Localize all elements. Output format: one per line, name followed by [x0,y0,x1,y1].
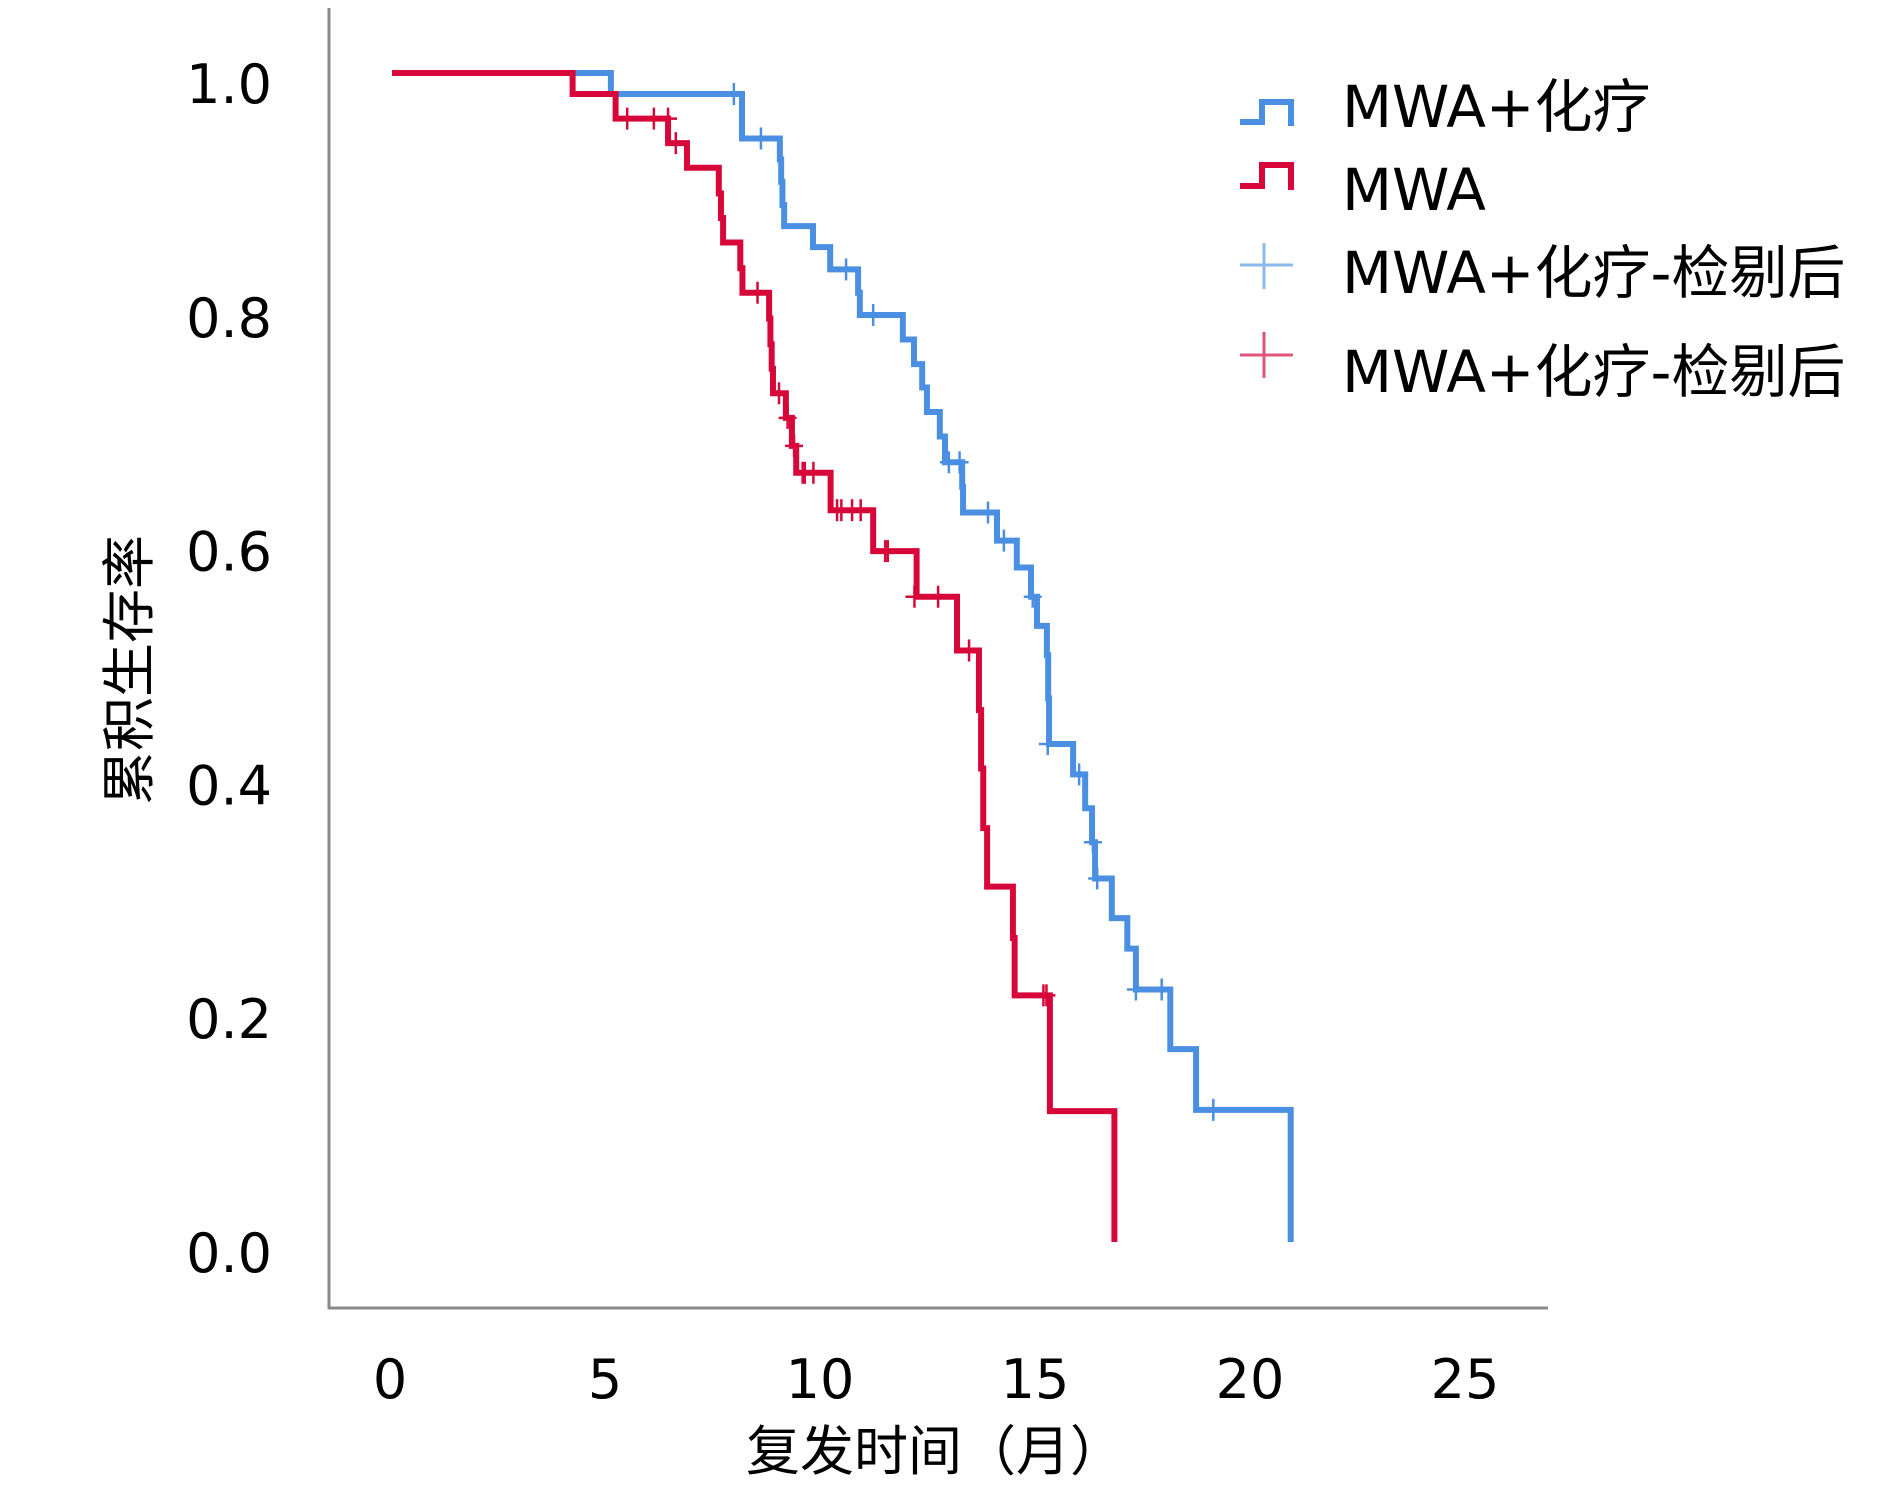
x-tick-labels: 0 5 10 15 20 25 [373,1348,1500,1411]
x-tick-label: 5 [588,1348,622,1411]
series-mwa-chemo [392,70,1294,1242]
censor-mark [618,107,637,130]
censor-mark [1088,867,1107,890]
y-tick-label: 1.0 [186,53,272,116]
censor-mark [878,540,897,563]
legend-item-mwa-chemo: MWA+化疗 [1240,73,1651,141]
legend-censor-icon-red [1240,332,1293,378]
censor-mark [724,83,743,106]
censor-mark [1070,763,1089,786]
censor-mark [1023,585,1042,608]
legend: MWA+化疗 MWA MWA+化疗-检剔后 MWA+化疗-检剔后 [1240,73,1845,406]
x-tick-label: 20 [1216,1348,1285,1411]
censor-mark [978,501,997,524]
legend-step-icon-red [1240,162,1294,190]
y-axis-title: 累积生存率 [98,535,161,805]
legend-step-icon-blue [1240,99,1294,126]
censor-mark [929,585,948,608]
censor-mark [659,107,678,130]
censor-mark [994,529,1013,552]
x-tick-label: 10 [786,1348,855,1411]
y-tick-label: 0.6 [186,521,272,584]
axes [327,8,1548,1310]
legend-label: MWA+化疗-检剔后 [1342,338,1845,406]
censor-mark [1152,978,1171,1001]
censor-mark [770,382,788,405]
censor-mark [778,406,797,429]
legend-label: MWA+化疗-检剔后 [1342,239,1845,307]
y-tick-label: 0.2 [186,988,272,1051]
y-tick-labels: 0.0 0.2 0.4 0.6 0.8 1.0 [186,53,272,1285]
censor-mark [851,499,870,522]
x-tick-label: 25 [1431,1348,1500,1411]
censor-mark [1126,978,1145,1001]
censor-mark [960,639,979,662]
x-tick-label: 15 [1001,1348,1070,1411]
y-tick-label: 0.8 [186,287,272,350]
legend-item-censor-blue: MWA+化疗-检剔后 [1240,239,1845,307]
censor-mark [1083,831,1102,854]
censor-mark [1204,1098,1223,1121]
censor-mark [905,585,924,608]
censor-mark [864,303,883,326]
censor-mark [1038,733,1057,756]
censor-mark [804,461,823,484]
y-tick-label: 0.0 [186,1222,272,1285]
censor-mark [1037,984,1056,1007]
censor-mark [751,127,770,150]
x-axis-title: 复发时间（月） [746,1420,1124,1483]
legend-label: MWA [1342,156,1486,224]
legend-item-censor-red: MWA+化疗-检剔后 [1240,332,1845,406]
legend-item-mwa: MWA [1240,156,1486,224]
censor-mark [950,451,969,474]
censor-mark [837,258,856,281]
legend-label: MWA+化疗 [1342,73,1651,141]
x-tick-label: 0 [373,1348,407,1411]
series-layer [392,70,1294,1242]
censor-mark [666,132,685,155]
censor-mark [748,281,767,304]
y-tick-label: 0.4 [186,754,272,817]
censor-mark [785,434,804,457]
series-mwa [392,70,1118,1242]
legend-censor-icon-blue [1240,243,1293,289]
survival-step-line [392,70,1294,1242]
survival-step-line [392,70,1118,1242]
